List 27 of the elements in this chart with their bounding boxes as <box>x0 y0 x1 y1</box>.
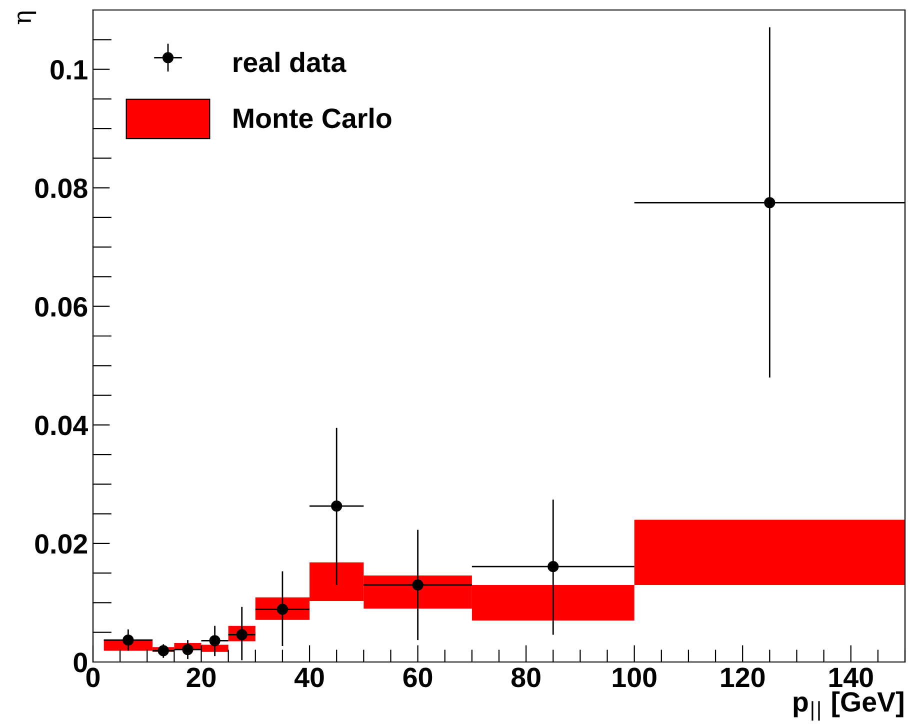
x-tick-label: 20 <box>186 668 216 688</box>
point <box>412 579 424 590</box>
point <box>331 500 342 512</box>
x-tick-label: 100 <box>612 668 656 688</box>
y-tick-label: 0.08 <box>35 178 88 198</box>
point <box>122 634 134 646</box>
point <box>158 645 169 656</box>
y-tick-label: 0.04 <box>35 416 88 436</box>
x-axis-title: p$_{||}$ [GeV] <box>794 691 904 721</box>
x-tick-label: 40 <box>294 668 324 688</box>
y-tick-label: 0 <box>74 652 87 672</box>
y-tick-label: 0.1 <box>50 60 88 80</box>
x-tick-label: 120 <box>721 668 765 688</box>
y-tick-label: 0.02 <box>35 534 88 554</box>
point <box>182 644 194 656</box>
point <box>209 635 220 646</box>
y-axis-title: η <box>18 12 36 24</box>
x-tick-label: 60 <box>403 668 432 688</box>
x-tick-label: 80 <box>512 668 540 688</box>
point <box>548 561 559 572</box>
x-tick-label: 140 <box>829 668 873 688</box>
legend-label: real data <box>234 52 346 72</box>
x-tick-label: 0 <box>86 668 100 688</box>
legend-label: Monte Carlo <box>234 108 392 128</box>
point <box>764 197 776 208</box>
y-tick-label: 0.06 <box>35 297 88 317</box>
point <box>276 604 288 615</box>
